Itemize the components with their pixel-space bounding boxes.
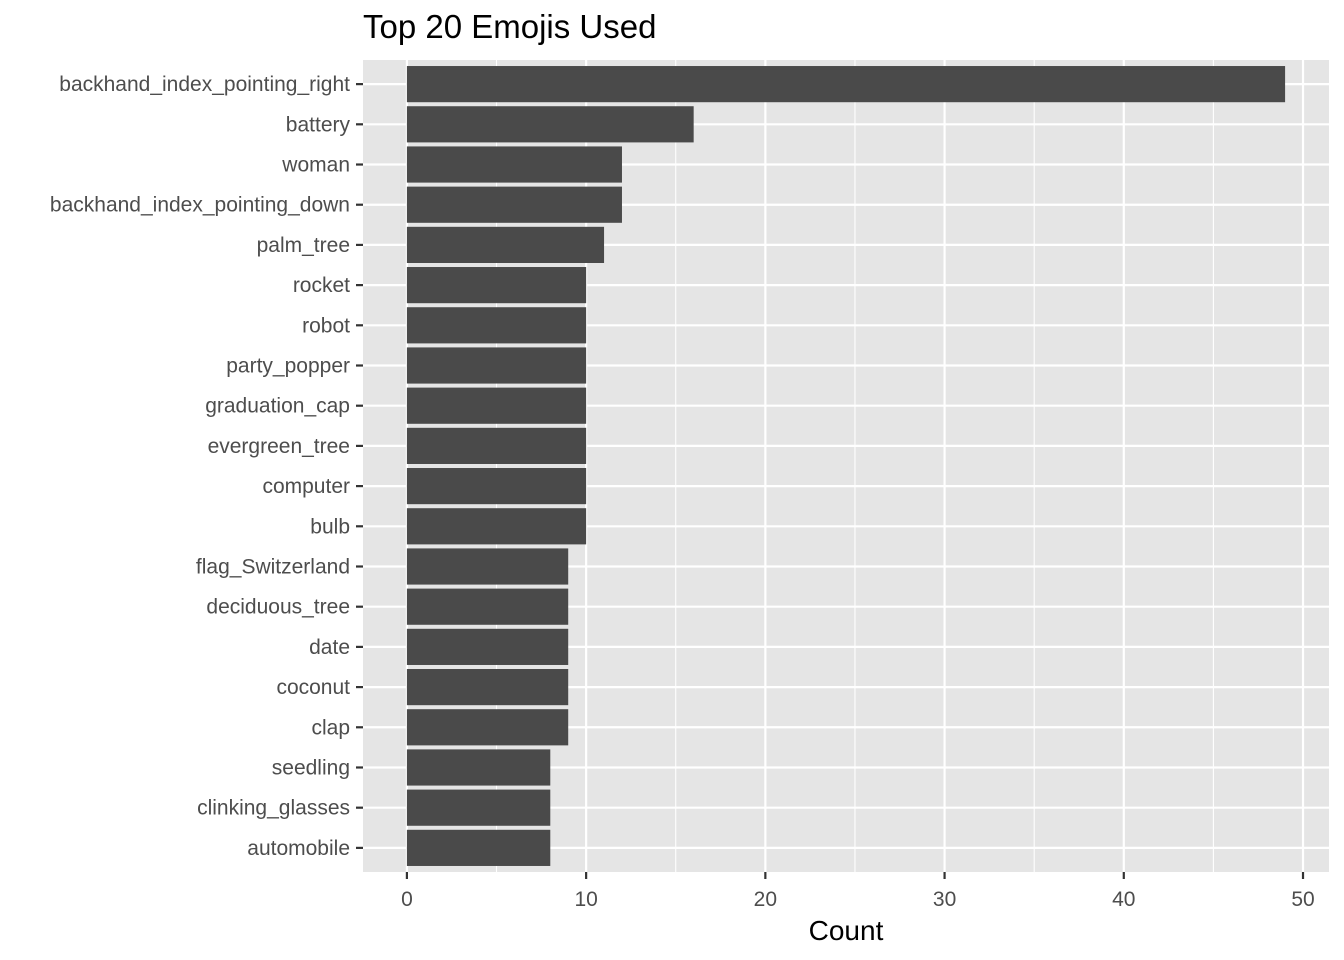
bar xyxy=(406,789,551,826)
bars xyxy=(406,66,1286,866)
bar xyxy=(406,709,569,746)
x-tick-label: 20 xyxy=(754,888,777,911)
bar xyxy=(406,427,587,464)
x-tick-label: 50 xyxy=(1291,888,1314,911)
bar xyxy=(406,628,569,665)
bar xyxy=(406,186,622,223)
bar xyxy=(406,548,569,585)
bar xyxy=(406,749,551,786)
bar xyxy=(406,387,587,424)
x-tick-label: 30 xyxy=(933,888,956,911)
y-tick-label: bulb xyxy=(310,515,350,538)
y-tick-label: backhand_index_pointing_right xyxy=(59,73,350,96)
y-tick-label: automobile xyxy=(247,837,350,860)
y-tick-label: robot xyxy=(302,314,350,337)
y-tick-label: coconut xyxy=(276,676,350,699)
bar xyxy=(406,226,605,263)
y-tick-label: party_popper xyxy=(226,355,350,378)
y-tick-label: woman xyxy=(281,154,350,177)
x-axis: 0 10 20 30 40 50 xyxy=(401,872,1315,911)
bar xyxy=(406,508,587,545)
bar xyxy=(406,588,569,625)
y-tick-label: palm_tree xyxy=(257,234,350,257)
y-tick-label: backhand_index_pointing_down xyxy=(50,194,350,217)
y-tick-label: evergreen_tree xyxy=(208,435,350,458)
chart-title: Top 20 Emojis Used xyxy=(363,8,657,45)
bar xyxy=(406,66,1286,103)
x-axis-title: Count xyxy=(809,915,884,946)
y-tick-label: graduation_cap xyxy=(205,395,350,418)
bar xyxy=(406,307,587,344)
bar xyxy=(406,146,622,183)
x-tick-label: 0 xyxy=(401,888,413,911)
y-tick-label: date xyxy=(309,636,350,659)
x-tick-label: 10 xyxy=(574,888,597,911)
y-tick-label: deciduous_tree xyxy=(206,596,350,619)
y-tick-label: clinking_glasses xyxy=(197,797,350,820)
y-tick-label: computer xyxy=(262,475,350,498)
x-tick-label: 40 xyxy=(1112,888,1135,911)
bar xyxy=(406,267,587,304)
y-tick-label: flag_Switzerland xyxy=(196,555,350,578)
bar xyxy=(406,347,587,384)
y-tick-label: clap xyxy=(311,716,350,739)
y-tick-label: battery xyxy=(286,113,351,136)
y-tick-label: seedling xyxy=(272,756,350,779)
y-tick-label: rocket xyxy=(293,274,350,297)
bar xyxy=(406,669,569,706)
bar xyxy=(406,106,694,143)
bar xyxy=(406,468,587,505)
bar xyxy=(406,829,551,866)
